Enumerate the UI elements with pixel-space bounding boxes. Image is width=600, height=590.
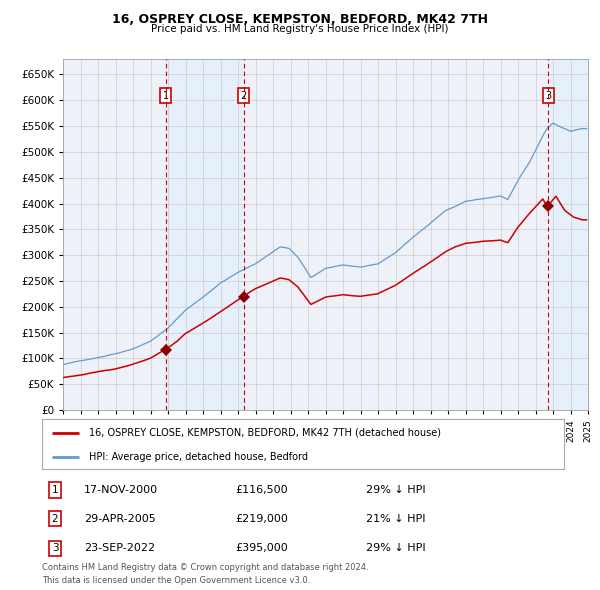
- Text: 29% ↓ HPI: 29% ↓ HPI: [365, 543, 425, 553]
- Text: Price paid vs. HM Land Registry's House Price Index (HPI): Price paid vs. HM Land Registry's House …: [151, 24, 449, 34]
- Text: £395,000: £395,000: [235, 543, 288, 553]
- Bar: [548, 59, 588, 410]
- Text: 29% ↓ HPI: 29% ↓ HPI: [365, 485, 425, 495]
- Text: 3: 3: [52, 543, 58, 553]
- Text: HPI: Average price, detached house, Bedford: HPI: Average price, detached house, Bedf…: [89, 451, 308, 461]
- Text: 3: 3: [545, 91, 551, 101]
- Text: Contains HM Land Registry data © Crown copyright and database right 2024.: Contains HM Land Registry data © Crown c…: [42, 563, 368, 572]
- Text: 1: 1: [52, 485, 58, 495]
- Bar: [166, 59, 244, 410]
- Text: 16, OSPREY CLOSE, KEMPSTON, BEDFORD, MK42 7TH: 16, OSPREY CLOSE, KEMPSTON, BEDFORD, MK4…: [112, 13, 488, 26]
- Text: £116,500: £116,500: [235, 485, 288, 495]
- Text: 23-SEP-2022: 23-SEP-2022: [84, 543, 155, 553]
- Text: 17-NOV-2000: 17-NOV-2000: [84, 485, 158, 495]
- Text: 29-APR-2005: 29-APR-2005: [84, 514, 155, 523]
- Text: 1: 1: [163, 91, 169, 101]
- Text: 21% ↓ HPI: 21% ↓ HPI: [365, 514, 425, 523]
- Text: £219,000: £219,000: [235, 514, 288, 523]
- Text: 16, OSPREY CLOSE, KEMPSTON, BEDFORD, MK42 7TH (detached house): 16, OSPREY CLOSE, KEMPSTON, BEDFORD, MK4…: [89, 428, 441, 438]
- Text: This data is licensed under the Open Government Licence v3.0.: This data is licensed under the Open Gov…: [42, 576, 310, 585]
- Text: 2: 2: [241, 91, 247, 101]
- Text: 2: 2: [52, 514, 58, 523]
